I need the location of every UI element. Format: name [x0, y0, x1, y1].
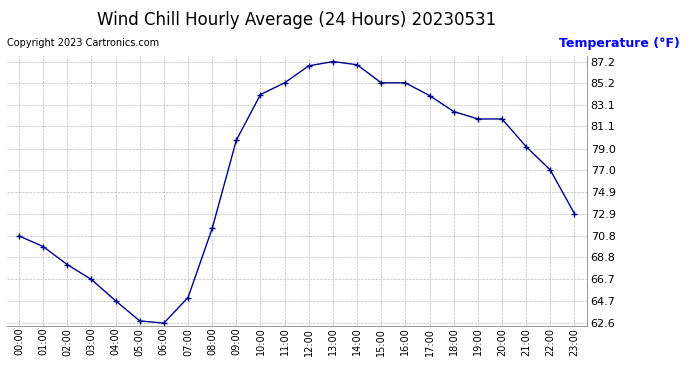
Text: Copyright 2023 Cartronics.com: Copyright 2023 Cartronics.com — [7, 38, 159, 48]
Text: Temperature (°F): Temperature (°F) — [559, 38, 680, 51]
Text: Wind Chill Hourly Average (24 Hours) 20230531: Wind Chill Hourly Average (24 Hours) 202… — [97, 11, 496, 29]
